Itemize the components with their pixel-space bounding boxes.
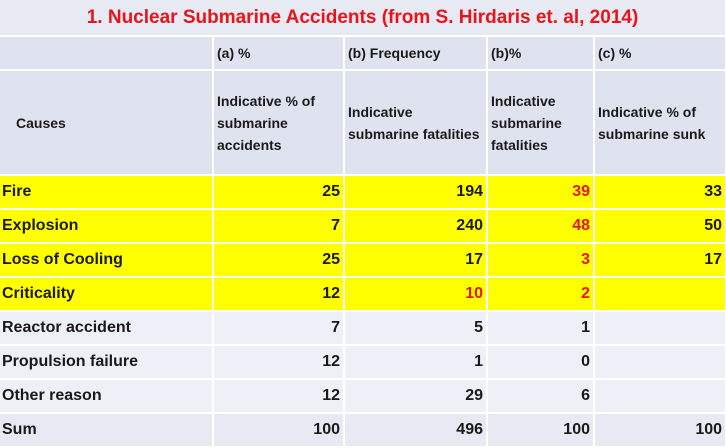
value-d: 17	[594, 243, 726, 278]
subheader-row: (a) % (b) Frequency (b)% (c) %	[0, 36, 726, 71]
sum-row: Sum 100 496 100 100	[0, 413, 726, 448]
table-row: Criticality 12 10 2	[0, 277, 726, 312]
header-col-c: Indicative submarine fatalities	[487, 70, 595, 176]
value-b: 17	[344, 243, 488, 278]
value-b: 1	[344, 345, 488, 380]
value-c: 1	[487, 311, 595, 346]
value-b: 10	[344, 277, 488, 312]
table-row: Propulsion failure 12 1 0	[0, 345, 726, 380]
value-c: 48	[487, 209, 595, 244]
value-a: 25	[213, 243, 345, 278]
subheader-c: (b)%	[487, 36, 595, 71]
table-row: Explosion 7 240 48 50	[0, 209, 726, 244]
table-row: Loss of Cooling 25 17 3 17	[0, 243, 726, 278]
value-d: 33	[594, 175, 726, 210]
table-title: 1. Nuclear Submarine Accidents (from S. …	[0, 0, 726, 37]
value-d	[594, 277, 726, 312]
subheader-d: (c) %	[594, 36, 726, 71]
table-row: Fire 25 194 39 33	[0, 175, 726, 210]
value-a: 7	[213, 209, 345, 244]
value-a: 7	[213, 311, 345, 346]
value-d: 50	[594, 209, 726, 244]
cause-cell: Propulsion failure	[0, 345, 214, 380]
sum-label: Sum	[0, 413, 214, 448]
value-c: 0	[487, 345, 595, 380]
value-b: 5	[344, 311, 488, 346]
value-b: 194	[344, 175, 488, 210]
subheader-a: (a) %	[213, 36, 345, 71]
sum-c: 100	[487, 413, 595, 448]
header-row: Causes Indicative % of submarine acciden…	[0, 70, 726, 176]
cause-cell: Criticality	[0, 277, 214, 312]
value-a: 12	[213, 345, 345, 380]
header-causes: Causes	[0, 70, 214, 176]
value-d	[594, 311, 726, 346]
sum-d: 100	[594, 413, 726, 448]
subheader-b: (b) Frequency	[344, 36, 488, 71]
cause-cell: Other reason	[0, 379, 214, 414]
value-b: 29	[344, 379, 488, 414]
value-c: 39	[487, 175, 595, 210]
value-d	[594, 345, 726, 380]
header-col-d: Indicative % of submarine sunk	[594, 70, 726, 176]
value-b: 240	[344, 209, 488, 244]
title-row: 1. Nuclear Submarine Accidents (from S. …	[0, 0, 726, 37]
header-col-b: Indicative submarine fatalities	[344, 70, 488, 176]
header-col-a: Indicative % of submarine accidents	[213, 70, 345, 176]
sum-b: 496	[344, 413, 488, 448]
cause-cell: Loss of Cooling	[0, 243, 214, 278]
table-row: Reactor accident 7 5 1	[0, 311, 726, 346]
value-a: 25	[213, 175, 345, 210]
cause-cell: Fire	[0, 175, 214, 210]
cause-cell: Reactor accident	[0, 311, 214, 346]
value-d	[594, 379, 726, 414]
value-c: 2	[487, 277, 595, 312]
value-c: 3	[487, 243, 595, 278]
value-a: 12	[213, 277, 345, 312]
value-a: 12	[213, 379, 345, 414]
table-row: Other reason 12 29 6	[0, 379, 726, 414]
sum-a: 100	[213, 413, 345, 448]
subheader-empty	[0, 36, 214, 71]
cause-cell: Explosion	[0, 209, 214, 244]
value-c: 6	[487, 379, 595, 414]
